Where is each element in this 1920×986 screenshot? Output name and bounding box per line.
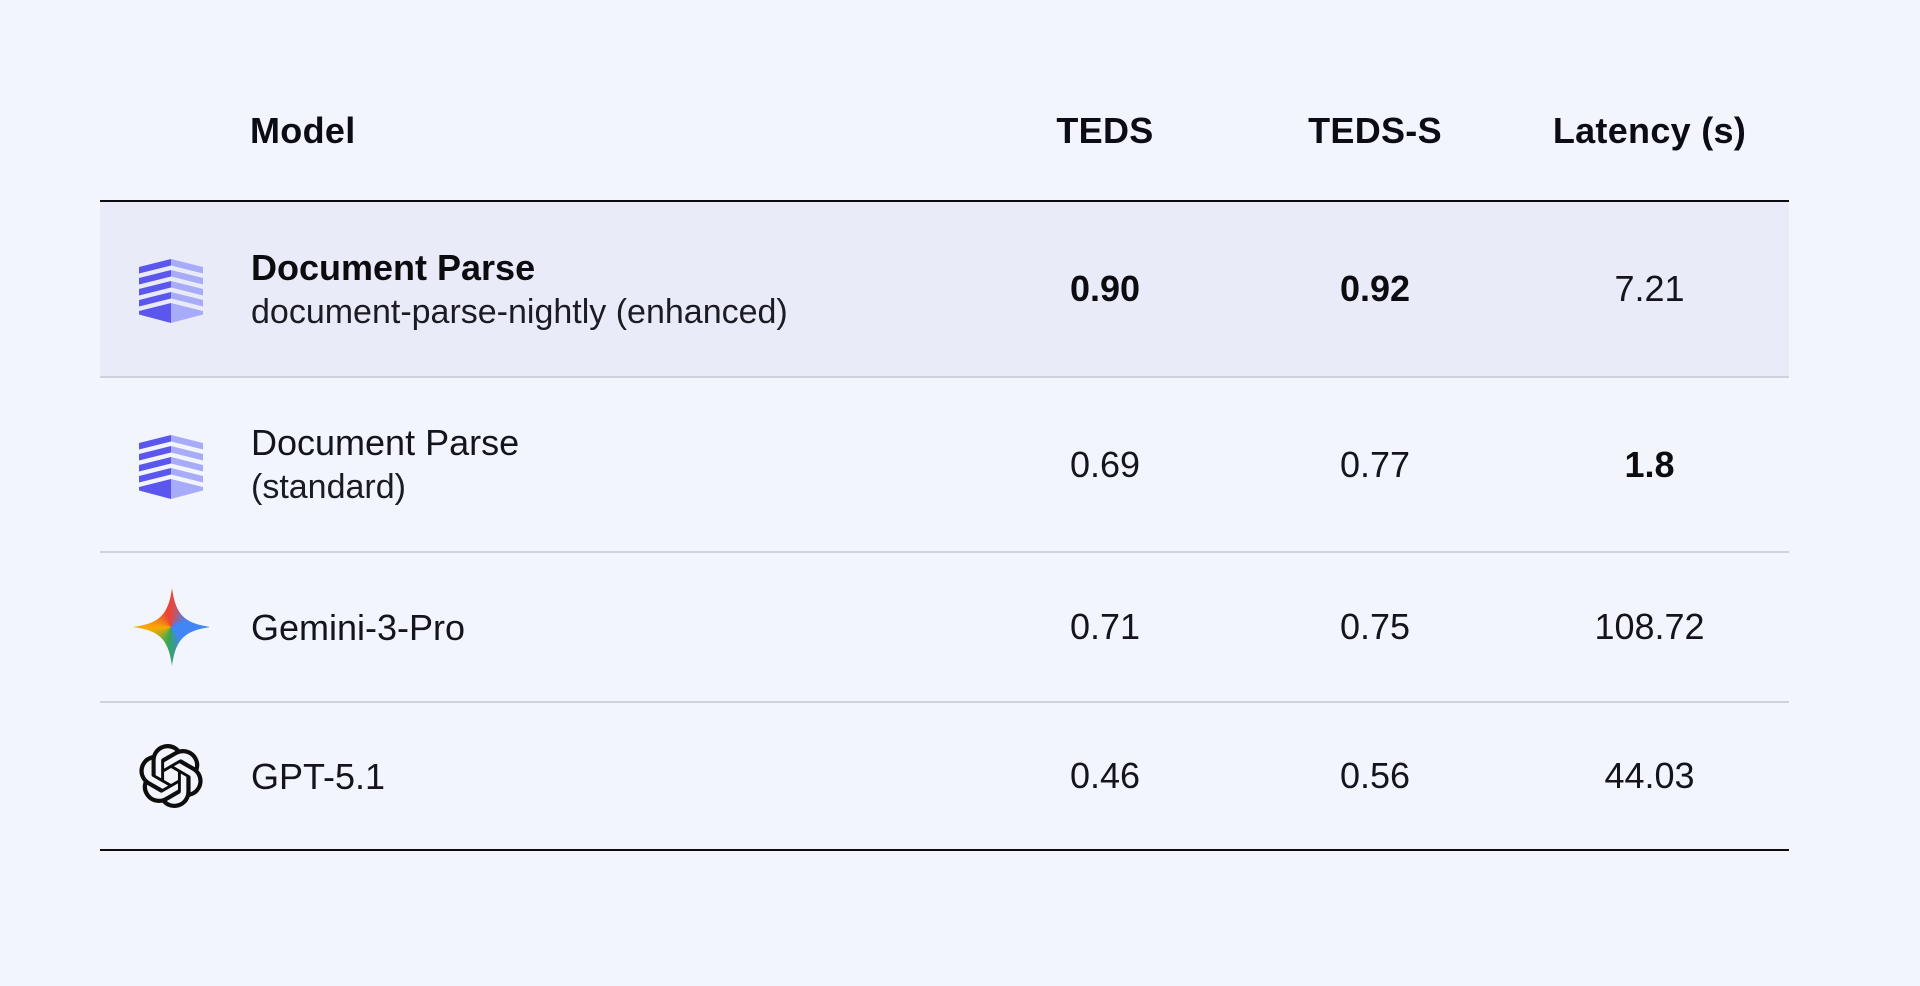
- teds-value: 0.69: [1069, 443, 1141, 485]
- teds-value: 0.71: [1069, 606, 1141, 647]
- openai-logo-icon: [133, 737, 209, 815]
- table-header-row: Model TEDS TEDS-S Latency (s): [100, 100, 1789, 202]
- column-header-model: Model: [250, 110, 356, 151]
- teds-s-value: 0.56: [1339, 755, 1411, 796]
- model-name: Document Parse: [251, 422, 520, 463]
- table-row: Gemini-3-Pro 0.71 0.75 108.72: [100, 553, 1789, 703]
- model-variant: document-parse-nightly (enhanced): [251, 292, 788, 331]
- model-name: Document Parse: [251, 246, 536, 288]
- gemini-logo-icon: [133, 588, 209, 666]
- teds-value: 0.90: [1069, 268, 1141, 309]
- model-name: Gemini-3-Pro: [251, 606, 466, 648]
- table-row: Document Parse (standard) 0.69 0.77 1.8: [100, 378, 1789, 553]
- latency-value: 108.72: [1594, 606, 1705, 647]
- teds-value: 0.46: [1069, 755, 1141, 796]
- teds-s-value: 0.92: [1339, 268, 1411, 309]
- table-row: GPT-5.1 0.46 0.56 44.03: [100, 703, 1789, 851]
- teds-s-value: 0.77: [1339, 443, 1411, 485]
- latency-value: 1.8: [1624, 443, 1675, 485]
- benchmark-table: Model TEDS TEDS-S Latency (s): [100, 100, 1789, 851]
- column-header-latency: Latency (s): [1552, 110, 1747, 151]
- document-parse-logo-icon: [133, 250, 209, 328]
- teds-s-value: 0.75: [1339, 606, 1411, 647]
- latency-value: 7.21: [1614, 268, 1685, 309]
- model-variant: (standard): [251, 468, 406, 506]
- column-header-teds: TEDS: [1056, 110, 1154, 151]
- document-parse-logo-icon: [133, 426, 209, 504]
- table-row: Document Parse document-parse-nightly (e…: [100, 202, 1789, 378]
- column-header-teds-s: TEDS-S: [1308, 110, 1442, 151]
- latency-value: 44.03: [1604, 755, 1695, 796]
- model-name: GPT-5.1: [251, 755, 386, 797]
